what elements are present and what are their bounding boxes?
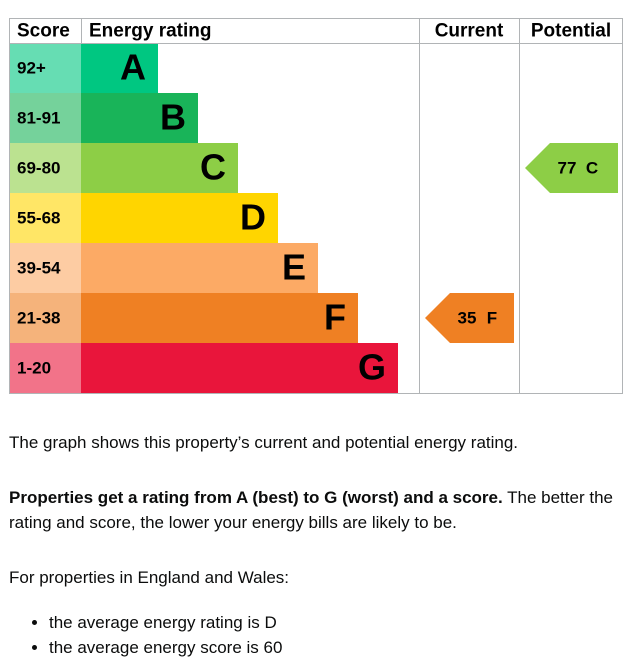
score-cell	[9, 243, 81, 293]
score-label: 69-80	[17, 158, 60, 177]
score-label: 21-38	[17, 308, 60, 327]
band-bar	[81, 343, 398, 393]
header: Score	[17, 21, 70, 42]
band-letter: B	[160, 97, 186, 138]
rating-value: 77	[558, 158, 577, 177]
intro: The graph shows this property’s current …	[9, 433, 519, 452]
band-bar	[81, 143, 238, 193]
epc-chart: Score Energy rating Current Potential 92+ A 81…	[9, 18, 623, 394]
header: Energy rating	[89, 21, 211, 42]
header: Potential	[531, 21, 611, 42]
band-letter: A	[120, 47, 146, 88]
score-cell	[9, 143, 81, 193]
rating-letter: F	[487, 308, 497, 327]
band-letter: E	[282, 247, 306, 288]
score-cell	[9, 343, 81, 393]
band-bar	[81, 193, 278, 243]
rating-info: Properties get a rating from A (best) to…	[9, 485, 624, 535]
score-label: 55-68	[17, 208, 60, 227]
score-cell	[9, 43, 81, 93]
score-label: 92+	[17, 58, 46, 77]
rating-value: 35	[458, 308, 477, 327]
rest-text: The better the rating and score, the low…	[9, 488, 613, 532]
band-letter: F	[324, 297, 346, 338]
band-bar	[81, 43, 158, 93]
score-label: 81-91	[17, 108, 60, 127]
band-letter: G	[358, 347, 386, 388]
header: Current	[435, 21, 504, 42]
band-bar	[81, 93, 198, 143]
score-cell	[9, 93, 81, 143]
table-border	[9, 18, 623, 394]
score-label: 39-54	[17, 258, 61, 277]
band-bar	[81, 243, 318, 293]
band-bar	[81, 293, 358, 343]
bold-text: Properties get a rating from A (best) to…	[9, 488, 503, 507]
rating-arrow	[525, 143, 618, 193]
band-letter: D	[240, 197, 266, 238]
score-cell	[9, 293, 81, 343]
rating-arrow	[425, 293, 514, 343]
list-item: the average energy score is 60	[49, 635, 282, 660]
england: For properties in England and Wales:	[9, 568, 290, 587]
list-item: the average energy rating is D	[49, 610, 282, 635]
rating-letter: C	[586, 158, 598, 177]
score-cell	[9, 193, 81, 243]
band-letter: C	[200, 147, 226, 188]
list: the average energy rating is D the avera…	[9, 610, 282, 660]
score-label: 1-20	[17, 358, 51, 377]
